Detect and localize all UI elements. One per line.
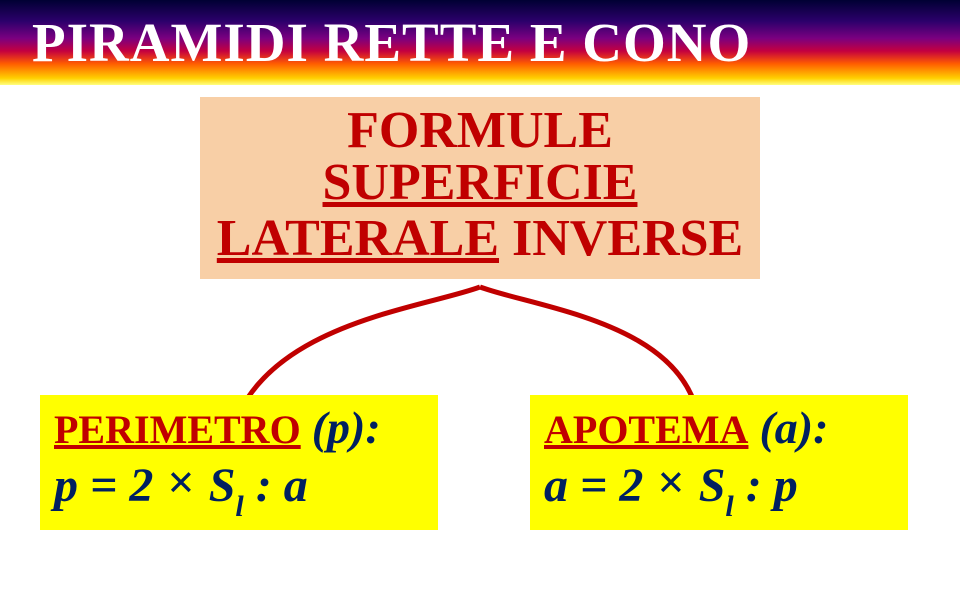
eq-S: S [197,459,236,512]
apotema-label: APOTEMA [544,407,748,452]
eq-lhs: a [544,459,568,512]
apotema-label-line: APOTEMA (a): [544,401,894,454]
subtitle-word-laterale: LATERALE [217,210,499,267]
subtitle-line-2: LATERALE INVERSE [200,209,760,265]
eq-eq: = 2 [78,459,165,512]
apotema-box: APOTEMA (a): a = 2 × Sl : p [530,395,908,530]
perimetro-label-line: PERIMETRO (p): [54,401,424,454]
eq-lhs: p [54,459,78,512]
eq-times: × [165,456,196,509]
subtitle-word-formule: FORMULE [347,102,613,159]
perimetro-box: PERIMETRO (p): p = 2 × Sl : a [40,395,438,530]
eq-times: × [655,456,686,509]
perimetro-equation: p = 2 × Sl : a [54,454,424,520]
apotema-var: (a): [759,402,828,453]
page-title: PIRAMIDI RETTE E CONO [32,11,751,74]
eq-tail: : p [734,459,798,512]
apotema-equation: a = 2 × Sl : p [544,454,894,520]
eq-sub: l [235,490,243,523]
eq-S: S [687,459,726,512]
perimetro-var: (p): [312,402,381,453]
subtitle-line-1: FORMULE SUPERFICIE [200,105,760,209]
perimetro-label: PERIMETRO [54,407,301,452]
title-band: PIRAMIDI RETTE E CONO [0,0,960,85]
subtitle-box: FORMULE SUPERFICIE LATERALE INVERSE [200,97,760,279]
eq-sub: l [725,490,733,523]
subtitle-word-inverse: INVERSE [499,210,743,267]
subtitle-word-superficie: SUPERFICIE [323,154,638,211]
eq-eq: = 2 [568,459,655,512]
eq-tail: : a [244,459,308,512]
